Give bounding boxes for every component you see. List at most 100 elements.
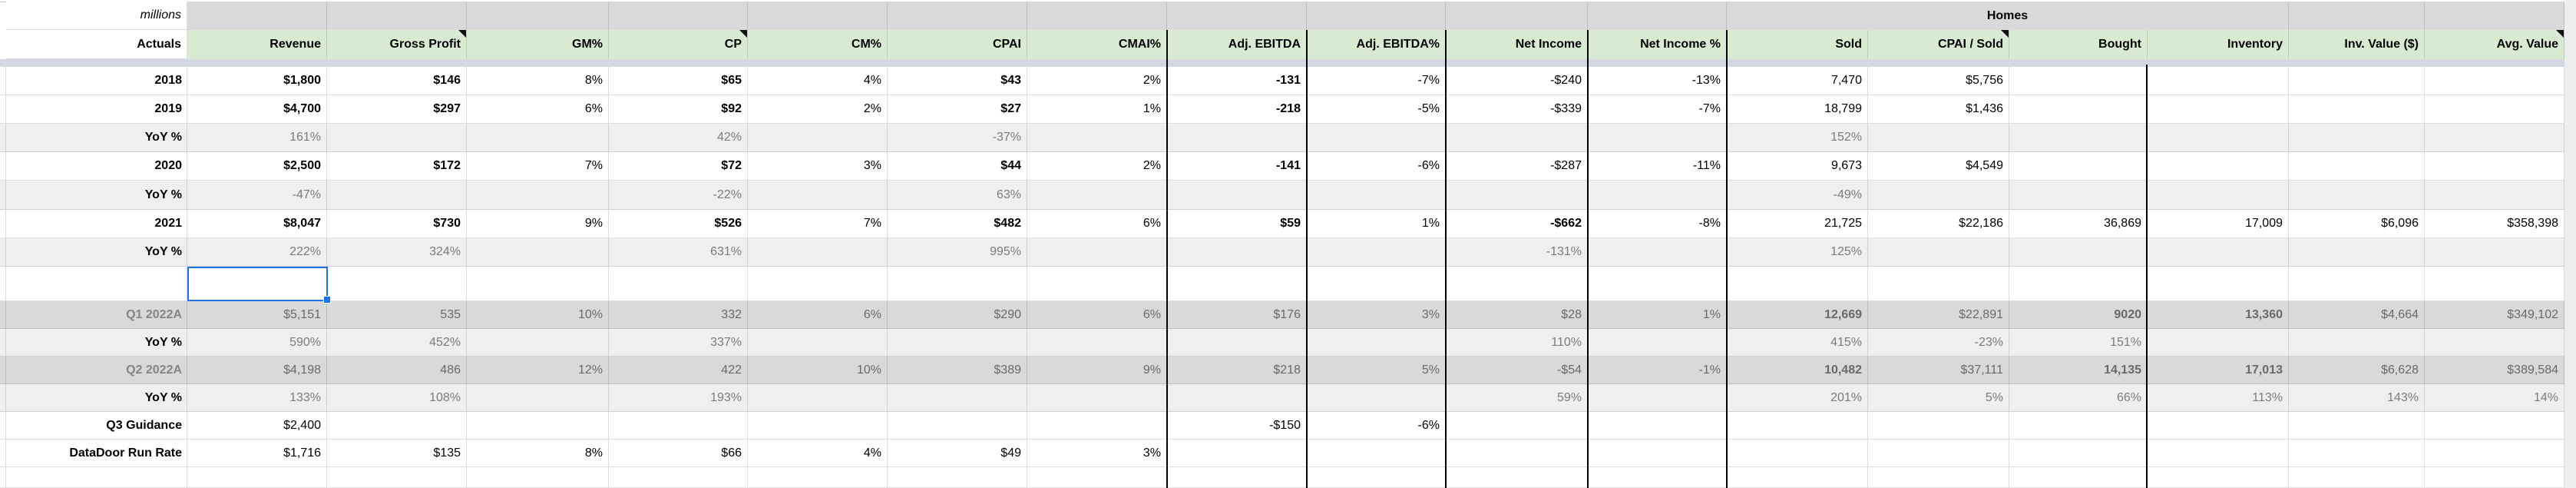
cell[interactable] [327,267,467,301]
column-header-cpai_sold[interactable]: CPAI / Sold [1868,30,2009,59]
column-header-inventory[interactable]: Inventory [2148,30,2289,59]
cell[interactable]: 9% [467,210,609,238]
cell[interactable] [1167,238,1307,267]
band-cell-gross_profit[interactable] [327,2,467,30]
cell[interactable]: 1% [1307,210,1446,238]
cell[interactable] [467,384,609,412]
cell[interactable]: 6% [1027,210,1167,238]
row-label[interactable]: YoY % [6,329,187,357]
cell[interactable]: 63% [888,181,1027,210]
cell[interactable]: $389 [888,357,1027,384]
cell[interactable] [2148,95,2289,124]
cell[interactable] [2148,124,2289,152]
cell[interactable]: 108% [327,384,467,412]
cell[interactable] [748,267,888,301]
cell[interactable]: 9,673 [1727,152,1868,181]
cell[interactable]: 12,669 [1727,301,1868,329]
cell[interactable]: 332 [609,301,748,329]
column-header-sold[interactable]: Sold [1727,30,1868,59]
row-label[interactable]: YoY % [6,384,187,412]
band-cell-net_income_pct[interactable] [1588,2,1727,30]
cell[interactable]: $5,756 [1868,67,2009,95]
cell[interactable] [2425,67,2564,95]
cell[interactable] [1868,440,2009,467]
cell[interactable] [748,238,888,267]
cell[interactable] [2425,440,2564,467]
cell[interactable]: -49% [1727,181,1868,210]
row-edge-cell[interactable] [0,412,6,440]
cell[interactable] [1307,238,1446,267]
cell[interactable]: 21,725 [1727,210,1868,238]
cell[interactable]: -$662 [1446,210,1588,238]
cell[interactable] [1588,267,1727,301]
cell[interactable]: 2% [748,95,888,124]
cell[interactable]: 14% [2425,384,2564,412]
band-cell-gm_pct[interactable] [467,2,609,30]
cell[interactable] [2289,412,2425,440]
cell[interactable] [888,467,1027,488]
cell[interactable]: $2,500 [187,152,327,181]
cell[interactable]: 4% [748,67,888,95]
cell[interactable] [467,181,609,210]
cell[interactable] [467,412,609,440]
cell[interactable] [2425,95,2564,124]
cell[interactable] [327,181,467,210]
cell[interactable]: $72 [609,152,748,181]
cell[interactable]: $65 [609,67,748,95]
cell[interactable] [1027,124,1167,152]
cell[interactable]: $1,436 [1868,95,2009,124]
cell[interactable] [1446,124,1588,152]
cell[interactable] [2148,152,2289,181]
cell[interactable]: $4,664 [2289,301,2425,329]
cell[interactable] [2289,467,2425,488]
cell[interactable] [2009,152,2148,181]
band-cell-inv_value[interactable] [2289,2,2425,30]
cell[interactable] [888,384,1027,412]
cell[interactable]: $218 [1167,357,1307,384]
column-header-cpai[interactable]: CPAI [888,30,1027,59]
cell[interactable]: -1% [1588,357,1727,384]
column-header-cmai_pct[interactable]: CMAI% [1027,30,1167,59]
cell[interactable] [748,412,888,440]
cell[interactable] [1868,181,2009,210]
cell[interactable]: 42% [609,124,748,152]
band-cell-cp[interactable] [609,2,748,30]
row-label[interactable]: 2019 [6,95,187,124]
cell[interactable]: 2% [1027,67,1167,95]
cell[interactable] [1167,267,1307,301]
cell[interactable]: 5% [1868,384,2009,412]
row-label[interactable] [6,267,187,301]
cell[interactable] [2009,238,2148,267]
cell[interactable]: 6% [467,95,609,124]
cell[interactable]: $22,891 [1868,301,2009,329]
cell[interactable] [2009,467,2148,488]
cell[interactable]: 110% [1446,329,1588,357]
cell[interactable]: 1% [1027,95,1167,124]
cell[interactable]: 12% [467,357,609,384]
column-header-net_income[interactable]: Net Income [1446,30,1588,59]
cell[interactable] [2289,152,2425,181]
cell[interactable] [1588,329,1727,357]
row-label[interactable]: YoY % [6,124,187,152]
row-edge-cell[interactable] [0,95,6,124]
cell[interactable]: -11% [1588,152,1727,181]
column-header-net_income_pct[interactable]: Net Income % [1588,30,1727,59]
cell[interactable] [1588,384,1727,412]
cell[interactable] [2148,467,2289,488]
cell[interactable] [609,412,748,440]
cell[interactable]: $176 [1167,301,1307,329]
cell[interactable] [1727,267,1868,301]
cell[interactable] [1307,467,1446,488]
cell[interactable]: 6% [1027,301,1167,329]
cell[interactable]: -131 [1167,67,1307,95]
cell[interactable] [2289,329,2425,357]
cell[interactable] [1307,181,1446,210]
cell[interactable]: $349,102 [2425,301,2564,329]
corner-label-cell[interactable]: Actuals [6,30,187,59]
cell[interactable]: $172 [327,152,467,181]
cell[interactable]: 18,799 [1727,95,1868,124]
cell[interactable]: -5% [1307,95,1446,124]
cell[interactable]: -23% [1868,329,2009,357]
cell[interactable] [1027,267,1167,301]
cell[interactable]: 8% [467,440,609,467]
